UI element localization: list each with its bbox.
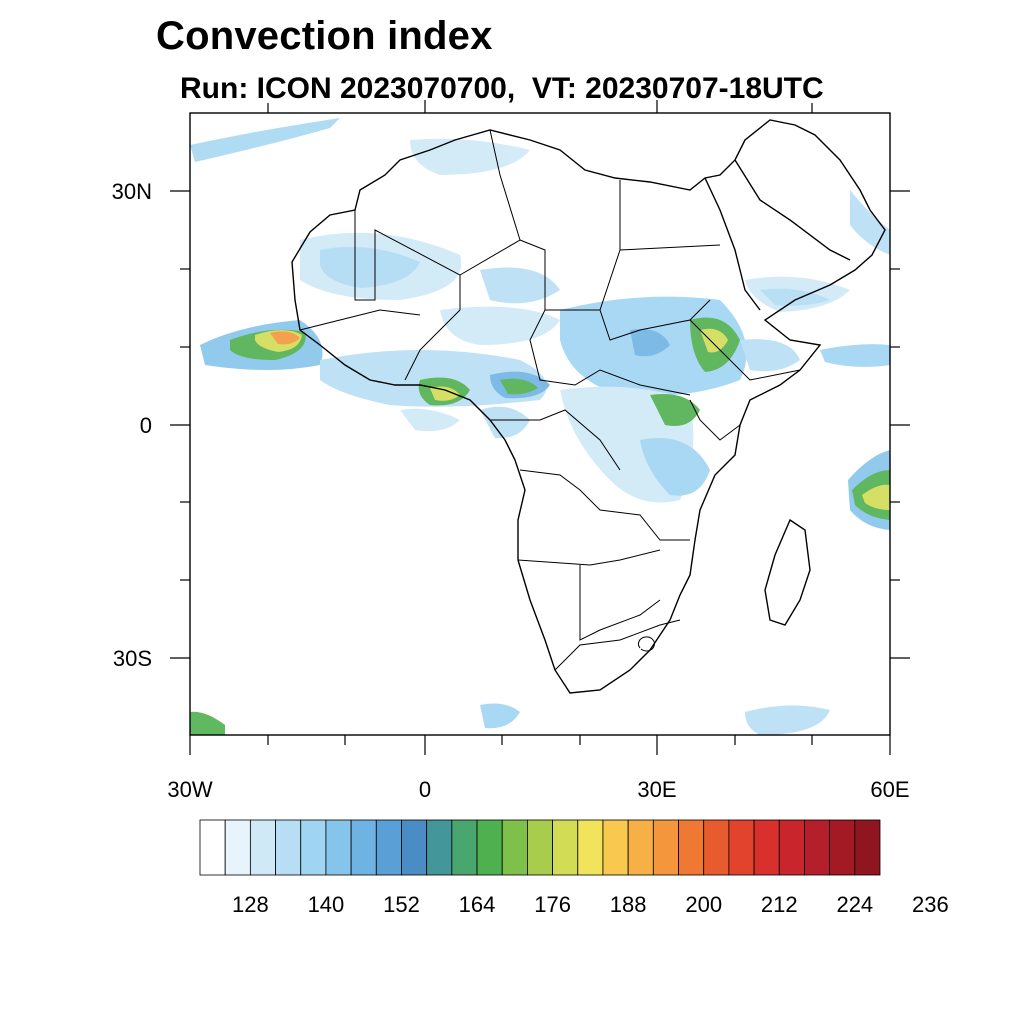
colorbar-label: 200 <box>685 892 722 917</box>
colorbar-box <box>627 819 654 876</box>
colorbar-box <box>224 819 251 876</box>
colorbar-box <box>426 819 453 876</box>
colorbar-box <box>652 819 679 876</box>
x-tick-30e: 30E <box>637 777 676 802</box>
colorbar-box <box>527 819 553 876</box>
colorbar-label: 152 <box>383 892 420 917</box>
colorbar-box <box>804 819 831 876</box>
colorbar-box <box>501 819 528 876</box>
x-tick-30w: 30W <box>167 777 212 802</box>
map-frame <box>189 112 891 736</box>
y-tick-30n: 30N <box>112 179 152 204</box>
x-tick-60e: 60E <box>870 777 909 802</box>
colorbar-box <box>753 819 780 876</box>
axis-ticks <box>170 100 910 755</box>
colorbar-box <box>375 819 402 876</box>
colorbar-box <box>854 819 881 876</box>
map-title: Convection index <box>156 14 493 58</box>
colorbar-box <box>199 819 226 876</box>
colorbar-box <box>703 819 730 876</box>
colorbar-labels: 128 140 152 164 176 188 200 212 224 236 <box>232 892 949 917</box>
colorbar-box <box>249 819 276 876</box>
colorbar-box <box>451 819 478 876</box>
colorbar-box <box>678 819 705 876</box>
convection-field <box>190 118 890 735</box>
colorbar-label: 212 <box>761 892 798 917</box>
colorbar-label: 140 <box>308 892 345 917</box>
colorbar-box <box>728 819 755 876</box>
colorbar-box <box>829 819 856 876</box>
colorbar-box <box>275 819 302 876</box>
colorbar-label: 128 <box>232 892 269 917</box>
colorbar-box <box>350 819 377 876</box>
colorbar-label: 164 <box>459 892 496 917</box>
colorbar-box <box>552 819 579 876</box>
colorbar-box <box>602 819 629 876</box>
colorbar-box <box>577 819 604 876</box>
x-tick-0: 0 <box>419 777 431 802</box>
colorbar-boxes <box>199 819 881 876</box>
y-tick-0: 0 <box>140 413 152 438</box>
colorbar-box <box>401 819 428 876</box>
colorbar-box <box>476 819 503 876</box>
colorbar-label: 176 <box>534 892 571 917</box>
colorbar-box <box>300 819 327 876</box>
coastlines <box>291 119 886 694</box>
map-subtitle: Run: ICON 2023070700, VT: 20230707-18UTC <box>180 72 824 105</box>
colorbar-box <box>325 819 352 876</box>
colorbar-label: 224 <box>836 892 873 917</box>
colorbar-label: 188 <box>610 892 647 917</box>
y-tick-30s: 30S <box>113 646 152 671</box>
colorbar-label: 236 <box>912 892 949 917</box>
country-borders <box>299 129 801 671</box>
colorbar-box <box>778 819 805 876</box>
